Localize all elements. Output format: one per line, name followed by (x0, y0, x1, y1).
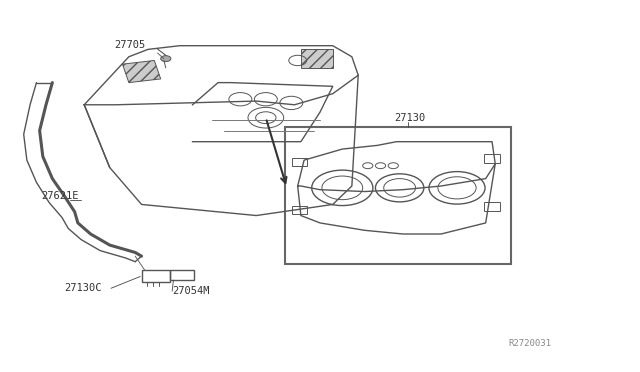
Text: 27054M: 27054M (172, 286, 210, 296)
Bar (292, 158, 307, 166)
Circle shape (161, 56, 171, 62)
Text: 27130: 27130 (394, 113, 426, 124)
Polygon shape (122, 61, 161, 83)
Text: 27705: 27705 (114, 39, 145, 49)
Text: 27621E: 27621E (41, 191, 78, 201)
Bar (170, 270, 195, 280)
Text: R2720031: R2720031 (508, 339, 551, 347)
Bar (292, 206, 307, 214)
Text: 27130C: 27130C (64, 283, 101, 293)
Bar (141, 270, 170, 282)
Bar (285, 127, 511, 263)
Polygon shape (301, 49, 333, 68)
Bar (484, 202, 500, 211)
Bar (484, 154, 500, 163)
